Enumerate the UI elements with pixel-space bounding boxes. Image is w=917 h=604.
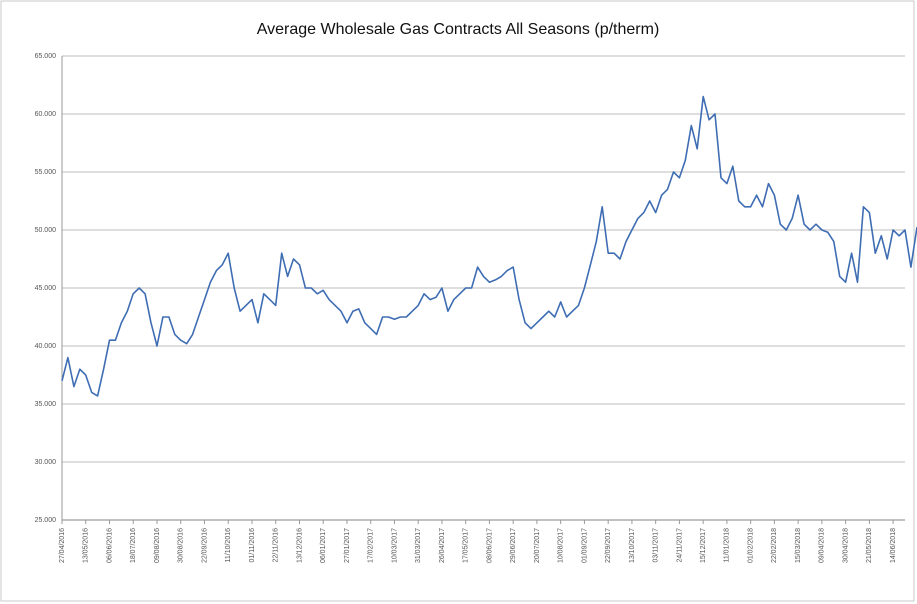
x-tick-label: 01/11/2016 xyxy=(249,528,256,563)
x-tick-label: 17/02/2017 xyxy=(368,528,375,563)
x-tick-label: 10/08/2017 xyxy=(558,528,565,563)
x-tick-label: 30/04/2018 xyxy=(842,528,849,563)
x-tick-label: 11/01/2018 xyxy=(724,528,731,563)
x-tick-label: 13/05/2016 xyxy=(83,528,90,563)
x-tick-label: 26/04/2017 xyxy=(439,528,446,563)
x-tick-label: 24/11/2017 xyxy=(676,528,683,563)
x-tick-label: 22/11/2016 xyxy=(273,528,280,563)
x-tick-label: 22/09/2016 xyxy=(201,528,208,563)
x-tick-label: 09/04/2018 xyxy=(819,528,826,563)
x-tick-label: 01/02/2018 xyxy=(747,528,754,563)
x-tick-label: 06/06/2016 xyxy=(106,528,113,563)
x-tick-label: 22/09/2017 xyxy=(605,528,612,563)
y-tick-label: 25.000 xyxy=(35,517,57,524)
x-tick-label: 18/07/2016 xyxy=(130,528,137,563)
y-tick-label: 60.000 xyxy=(35,111,57,118)
x-tick-label: 10/03/2017 xyxy=(391,528,398,563)
x-tick-label: 11/10/2016 xyxy=(225,528,232,563)
y-tick-label: 45.000 xyxy=(35,285,57,292)
y-tick-label: 65.000 xyxy=(35,53,57,60)
x-tick-label: 22/02/2018 xyxy=(771,528,778,563)
x-tick-label: 27/04/2016 xyxy=(59,528,66,563)
x-tick-label: 15/12/2017 xyxy=(700,528,707,563)
x-tick-label: 14/06/2018 xyxy=(890,528,897,563)
x-tick-label: 30/08/2016 xyxy=(178,528,185,563)
y-tick-label: 55.000 xyxy=(35,169,57,176)
x-tick-label: 03/11/2017 xyxy=(653,528,660,563)
x-tick-label: 13/12/2016 xyxy=(296,528,303,563)
x-tick-label: 17/05/2017 xyxy=(463,528,470,563)
chart-title: Average Wholesale Gas Contracts All Seas… xyxy=(257,21,660,38)
x-tick-label: 06/01/2017 xyxy=(320,528,327,563)
y-tick-label: 40.000 xyxy=(35,343,57,350)
x-tick-label: 29/06/2017 xyxy=(510,528,517,563)
x-tick-label: 13/10/2017 xyxy=(629,528,636,563)
x-tick-label: 01/09/2017 xyxy=(581,528,588,563)
y-tick-label: 35.000 xyxy=(35,401,57,408)
price-line xyxy=(61,95,917,397)
x-tick-label: 15/03/2018 xyxy=(795,528,802,563)
y-tick-label: 30.000 xyxy=(35,459,57,466)
x-tick-label: 31/03/2017 xyxy=(415,528,422,563)
x-tick-label: 09/08/2016 xyxy=(154,528,161,563)
x-tick-label: 27/01/2017 xyxy=(344,528,351,563)
x-tick-label: 20/07/2017 xyxy=(534,528,541,563)
x-tick-label: 08/06/2017 xyxy=(486,528,493,563)
y-tick-label: 50.000 xyxy=(35,227,57,234)
x-tick-label: 21/05/2018 xyxy=(866,528,873,563)
